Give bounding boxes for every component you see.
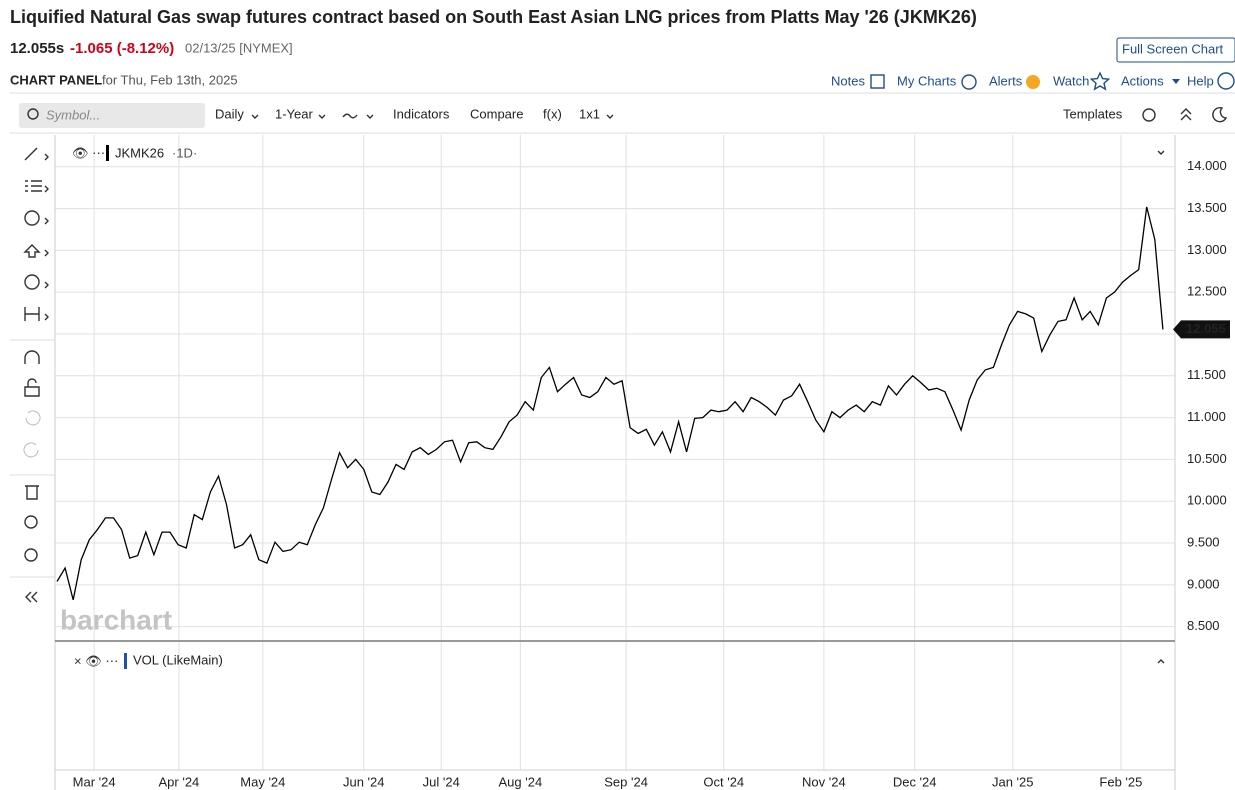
- vol-controls: × 👁 ⋯: [74, 653, 118, 668]
- y-tick-label: 9.000: [1187, 576, 1220, 591]
- y-tick-label: 12.500: [1187, 284, 1227, 299]
- full-screen-button[interactable]: [1116, 37, 1235, 63]
- y-tick-label: 9.500: [1187, 534, 1220, 549]
- watermark: barchart: [60, 604, 172, 635]
- tool-arrow[interactable]: [23, 244, 41, 258]
- collapse-icon[interactable]: [1180, 108, 1192, 121]
- y-tick-label: 13.000: [1187, 242, 1227, 257]
- caret: [251, 114, 259, 119]
- range[interactable]: 1-Year: [275, 106, 313, 121]
- x-tick-label: Jan '25: [992, 774, 1034, 789]
- last-price-label: 12.055: [1186, 321, 1226, 336]
- charts-icon[interactable]: [961, 74, 977, 90]
- tool-magnet[interactable]: [24, 350, 40, 364]
- full-screen-label[interactable]: Full Screen Chart: [1122, 41, 1224, 56]
- symbol-box[interactable]: [19, 103, 205, 128]
- menu-actions[interactable]: Actions: [1121, 73, 1164, 88]
- theme-icon[interactable]: [1212, 106, 1228, 123]
- legend-interval: ·1D·: [172, 145, 197, 160]
- actions-caret[interactable]: [1172, 79, 1180, 84]
- compare[interactable]: Compare: [470, 106, 523, 121]
- alerts-icon[interactable]: [1026, 75, 1040, 89]
- menu-notes[interactable]: Notes: [831, 73, 865, 88]
- x-tick-label: Apr '24: [159, 774, 200, 789]
- notes-icon[interactable]: [870, 74, 885, 89]
- watch-icon[interactable]: [1089, 71, 1111, 91]
- tool-zoom-in[interactable]: [24, 515, 38, 529]
- tool-measure[interactable]: [24, 307, 40, 321]
- fx[interactable]: f(x): [543, 106, 562, 121]
- tool-carets: [44, 153, 49, 321]
- caret: [606, 114, 614, 119]
- x-tick-label: Nov '24: [802, 774, 846, 789]
- help-icon[interactable]: [1217, 72, 1235, 90]
- y-tick-label: 8.500: [1187, 618, 1220, 633]
- grid: [55, 135, 1175, 770]
- title: Liquified Natural Gas swap futures contr…: [10, 7, 977, 27]
- x-tick-label: Jul '24: [423, 774, 460, 789]
- y-tick-label: 14.000: [1187, 158, 1227, 173]
- templates[interactable]: Templates: [1063, 106, 1123, 121]
- drawing-tools: [10, 147, 55, 603]
- tool-undo[interactable]: [25, 410, 41, 426]
- menu-alerts[interactable]: Alerts: [989, 73, 1023, 88]
- price: 12.055s: [10, 40, 64, 57]
- y-tick-label: 10.000: [1187, 493, 1227, 508]
- panel-date: for Thu, Feb 13th, 2025: [102, 72, 238, 87]
- tool-redo[interactable]: [23, 442, 39, 458]
- tool-number[interactable]: [24, 274, 40, 290]
- vol-label: VOL (LikeMain): [133, 652, 223, 667]
- x-tick-label: May '24: [240, 774, 285, 789]
- menu-watch[interactable]: Watch: [1053, 73, 1089, 88]
- x-tick-label: Mar '24: [73, 774, 116, 789]
- x-tick-label: Feb '25: [1099, 774, 1142, 789]
- tool-zoom-out[interactable]: [24, 548, 38, 562]
- tool-hide[interactable]: [25, 591, 38, 603]
- x-tick-label: Aug '24: [499, 774, 543, 789]
- legend-swatch: [106, 145, 109, 161]
- tool-lock[interactable]: [24, 378, 40, 397]
- tool-delete[interactable]: [25, 485, 39, 500]
- search-icon: [27, 108, 39, 120]
- tool-fib[interactable]: [25, 180, 42, 192]
- caret: [366, 114, 374, 119]
- x-tick-label: Dec '24: [893, 774, 937, 789]
- layout[interactable]: 1x1: [579, 106, 600, 121]
- x-tick-label: Oct '24: [703, 774, 744, 789]
- chart-style-icon[interactable]: [342, 113, 358, 119]
- tool-line[interactable]: [24, 147, 38, 161]
- vol-swatch: [124, 653, 127, 669]
- symbol-placeholder[interactable]: Symbol...: [46, 107, 100, 122]
- menu-help[interactable]: Help: [1187, 73, 1214, 88]
- legend-eye: 👁 ⋯: [72, 145, 105, 160]
- x-tick-label: Sep '24: [604, 774, 648, 789]
- indicators[interactable]: Indicators: [393, 106, 450, 121]
- change: -1.065 (-8.12%): [70, 40, 174, 57]
- y-tick-label: 11.000: [1187, 409, 1226, 424]
- price-line: [56, 206, 1164, 601]
- y-tick-label: 10.500: [1187, 451, 1227, 466]
- last-price-tag: [1173, 320, 1230, 339]
- quote-date: 02/13/25 [NYMEX]: [185, 40, 293, 55]
- tool-shape[interactable]: [24, 210, 40, 226]
- interval[interactable]: Daily: [215, 106, 244, 121]
- settings-icon[interactable]: [1142, 108, 1156, 122]
- y-tick-label: 11.500: [1187, 367, 1226, 382]
- x-tick-label: Jun '24: [343, 774, 385, 789]
- y-tick-label: 13.500: [1187, 200, 1227, 215]
- panel-caret[interactable]: [1157, 659, 1165, 664]
- panel-label: CHART PANEL: [10, 72, 102, 87]
- caret: [318, 114, 326, 119]
- menu-my-charts[interactable]: My Charts: [897, 73, 957, 88]
- panel-caret[interactable]: [1157, 150, 1165, 155]
- legend-name: JKMK26: [115, 145, 164, 160]
